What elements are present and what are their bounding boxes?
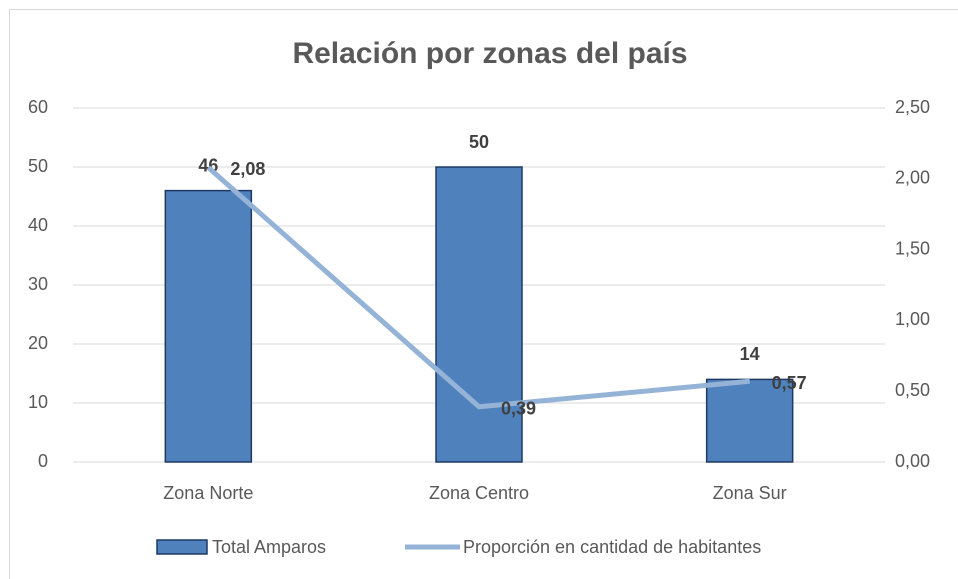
y-tick-label: 50 [28,156,48,176]
y2-tick-label: 2,00 [895,168,930,188]
y-tick-label: 60 [28,97,48,117]
y-tick-label: 10 [28,392,48,412]
data-label: 0,39 [501,399,536,419]
y-tick-label: 30 [28,274,48,294]
y-tick-label: 0 [38,451,48,471]
data-label: 2,08 [230,159,265,179]
chart-frame [9,9,958,579]
y-tick-label: 20 [28,333,48,353]
line [206,165,750,410]
bar [435,166,523,463]
data-label: 50 [469,132,489,152]
x-tick-label: Zona Centro [429,483,529,503]
y2-tick-label: 0,50 [895,380,930,400]
x-tick-label: Zona Norte [163,483,253,503]
chart-title: Relación por zonas del país [292,37,687,70]
y2-tick-label: 2,50 [895,97,930,117]
legend-label: Total Amparos [212,537,326,557]
bar [164,189,253,463]
y2-tick-label: 1,00 [895,309,930,329]
data-label: 0,57 [772,373,807,393]
bar [705,378,794,463]
legend-swatch [156,539,208,555]
y-tick-label: 40 [28,215,48,235]
legend-label: Proporción en cantidad de habitantes [463,537,761,557]
y2-tick-label: 1,50 [895,238,930,258]
data-label: 14 [740,344,760,364]
y2-tick-label: 0,00 [895,451,930,471]
x-tick-label: Zona Sur [713,483,787,503]
